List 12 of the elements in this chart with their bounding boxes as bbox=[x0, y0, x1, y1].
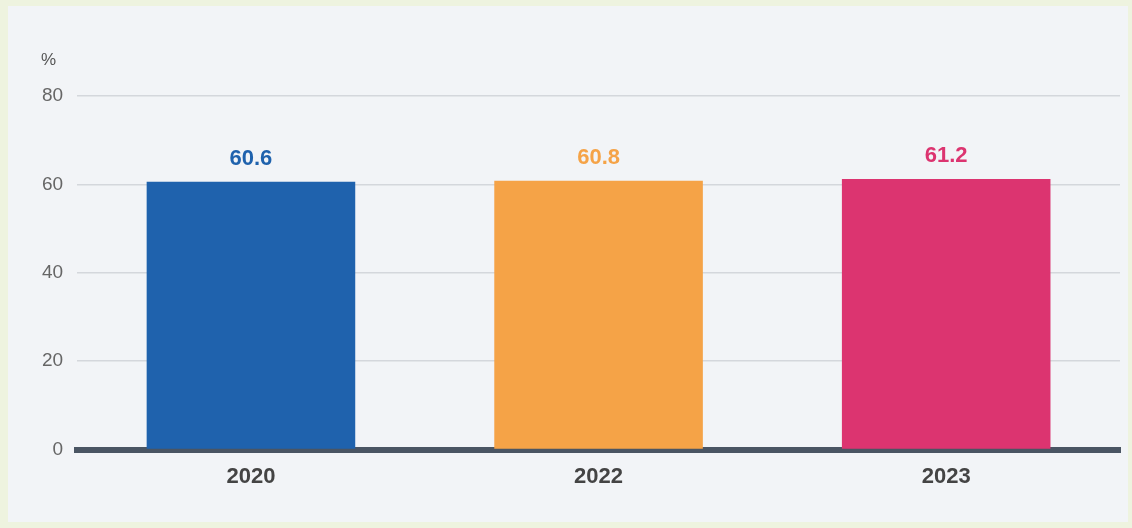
y-tick-label: 40 bbox=[41, 261, 64, 283]
x-tick-label: 2023 bbox=[921, 462, 971, 488]
x-tick-label: 2020 bbox=[226, 462, 276, 488]
y-tick-label: 80 bbox=[41, 84, 64, 106]
y-tick-label: 60 bbox=[41, 172, 64, 194]
y-axis-title: % bbox=[41, 50, 57, 70]
x-tick-label: 2022 bbox=[574, 462, 624, 488]
y-tick-label: 20 bbox=[41, 349, 64, 371]
data-label: 61.2 bbox=[924, 142, 968, 168]
data-label: 60.8 bbox=[577, 143, 620, 169]
data-label: 60.6 bbox=[229, 144, 273, 170]
y-tick-label: 0 bbox=[52, 437, 64, 459]
